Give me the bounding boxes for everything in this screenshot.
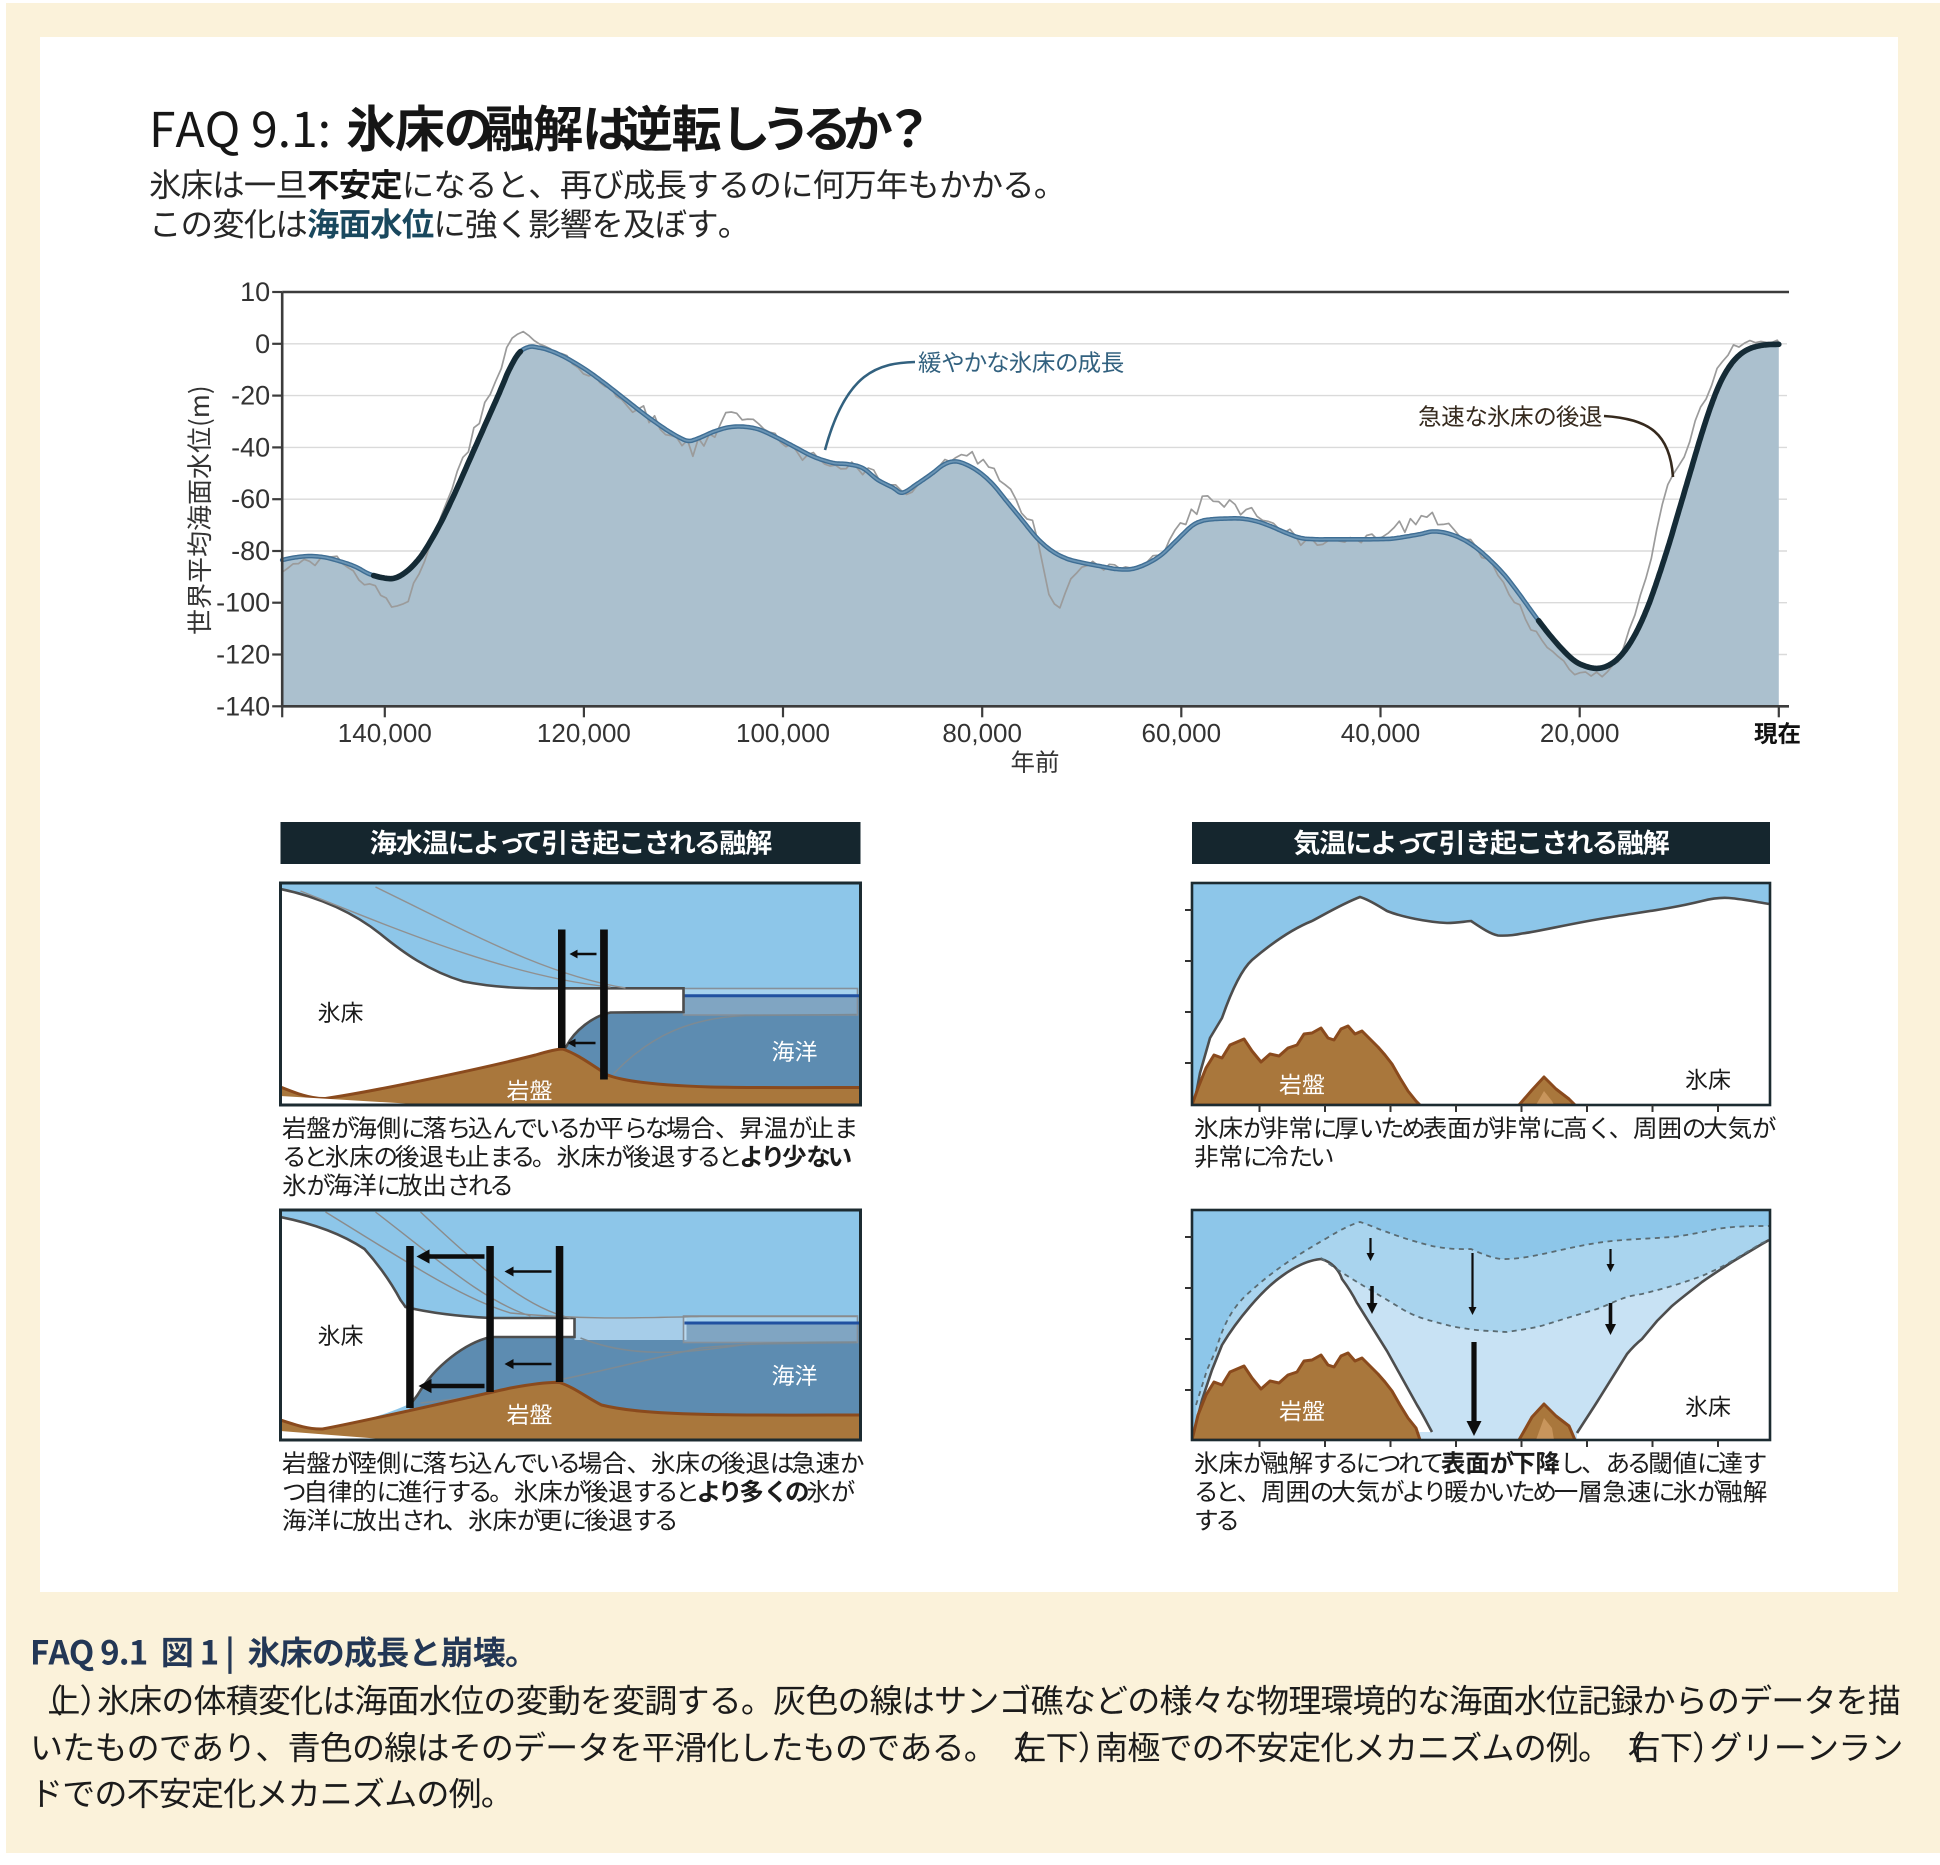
svg-text:-60: -60 <box>231 484 270 514</box>
svg-text:10: 10 <box>240 277 270 307</box>
svg-text:0: 0 <box>255 329 270 359</box>
svg-text:-40: -40 <box>231 432 270 462</box>
svg-text:-80: -80 <box>231 536 270 566</box>
svg-text:120,000: 120,000 <box>537 718 631 748</box>
svg-text:40,000: 40,000 <box>1341 718 1421 748</box>
svg-text:-120: -120 <box>216 640 270 670</box>
svg-text:100,000: 100,000 <box>736 718 830 748</box>
svg-text:-20: -20 <box>231 381 270 411</box>
svg-text:-140: -140 <box>216 691 270 721</box>
svg-text:-100: -100 <box>216 588 270 618</box>
svg-text:140,000: 140,000 <box>338 718 432 748</box>
svg-text:60,000: 60,000 <box>1142 718 1222 748</box>
svg-text:80,000: 80,000 <box>942 718 1022 748</box>
svg-text:20,000: 20,000 <box>1540 718 1620 748</box>
